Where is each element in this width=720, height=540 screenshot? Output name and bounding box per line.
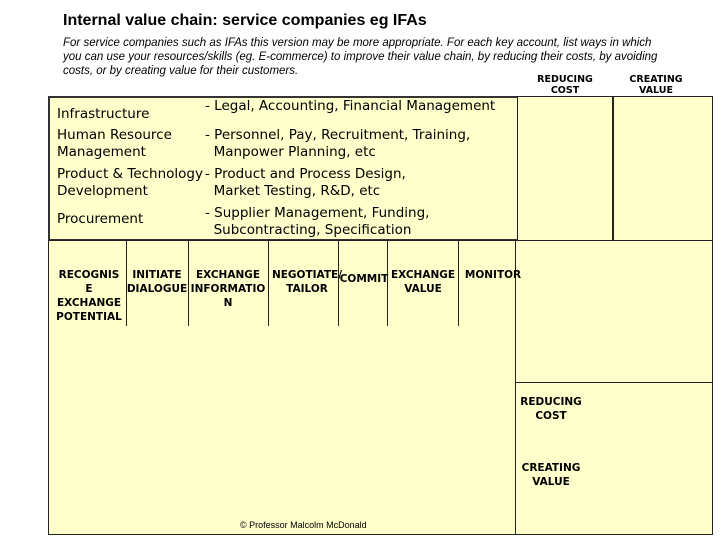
hr-label: Human Resource Management [57, 127, 172, 160]
reducing-cost-side-label: REDUCING COST [520, 396, 582, 422]
hr-detail: - Personnel, Pay, Recruitment, Training,… [205, 127, 471, 160]
infrastructure-label: Infrastructure [57, 106, 150, 122]
procurement-detail: - Supplier Management, Funding, Subcontr… [205, 205, 430, 238]
stage-exchange-value: EXCHANGE VALUE [390, 269, 456, 295]
primary-activities-box [48, 240, 713, 535]
creating-value-side-label: CREATING VALUE [521, 462, 581, 488]
stage-divider [188, 240, 189, 326]
stage-divider [515, 240, 516, 535]
creating-value-header: CREATING VALUE [629, 74, 683, 96]
stage-divider [458, 240, 459, 326]
reducing-cost-column [517, 96, 613, 241]
support-activities-box [48, 96, 520, 241]
side-divider [515, 382, 713, 383]
copyright-credit: © Professor Malcolm McDonald [240, 520, 367, 530]
creating-value-column [613, 96, 713, 241]
stage-exchange-info: EXCHANGE INFORMATIO N [190, 269, 266, 309]
slide-title: Internal value chain: service companies … [63, 12, 427, 29]
stage-initiate: INITIATE DIALOGUE [126, 269, 188, 295]
stage-recognise: RECOGNIS E EXCHANGE POTENTIAL [56, 269, 122, 323]
procurement-label: Procurement [57, 211, 144, 227]
stage-commit: COMMIT [339, 273, 389, 285]
stage-divider [126, 240, 127, 326]
stage-monitor: MONITOR [464, 269, 522, 281]
product-tech-label: Product & Technology Development [57, 166, 203, 199]
stage-divider [268, 240, 269, 326]
infrastructure-detail: - Legal, Accounting, Financial Managemen… [205, 98, 496, 114]
stage-negotiate: NEGOTIATE/ TAILOR [271, 269, 343, 295]
stage-divider [387, 240, 388, 326]
product-tech-detail: - Product and Process Design, Market Tes… [205, 166, 406, 199]
intro-text: For service companies such as IFAs this … [63, 37, 658, 77]
stage-divider [338, 240, 339, 326]
reducing-cost-header: REDUCING COST [537, 74, 593, 96]
